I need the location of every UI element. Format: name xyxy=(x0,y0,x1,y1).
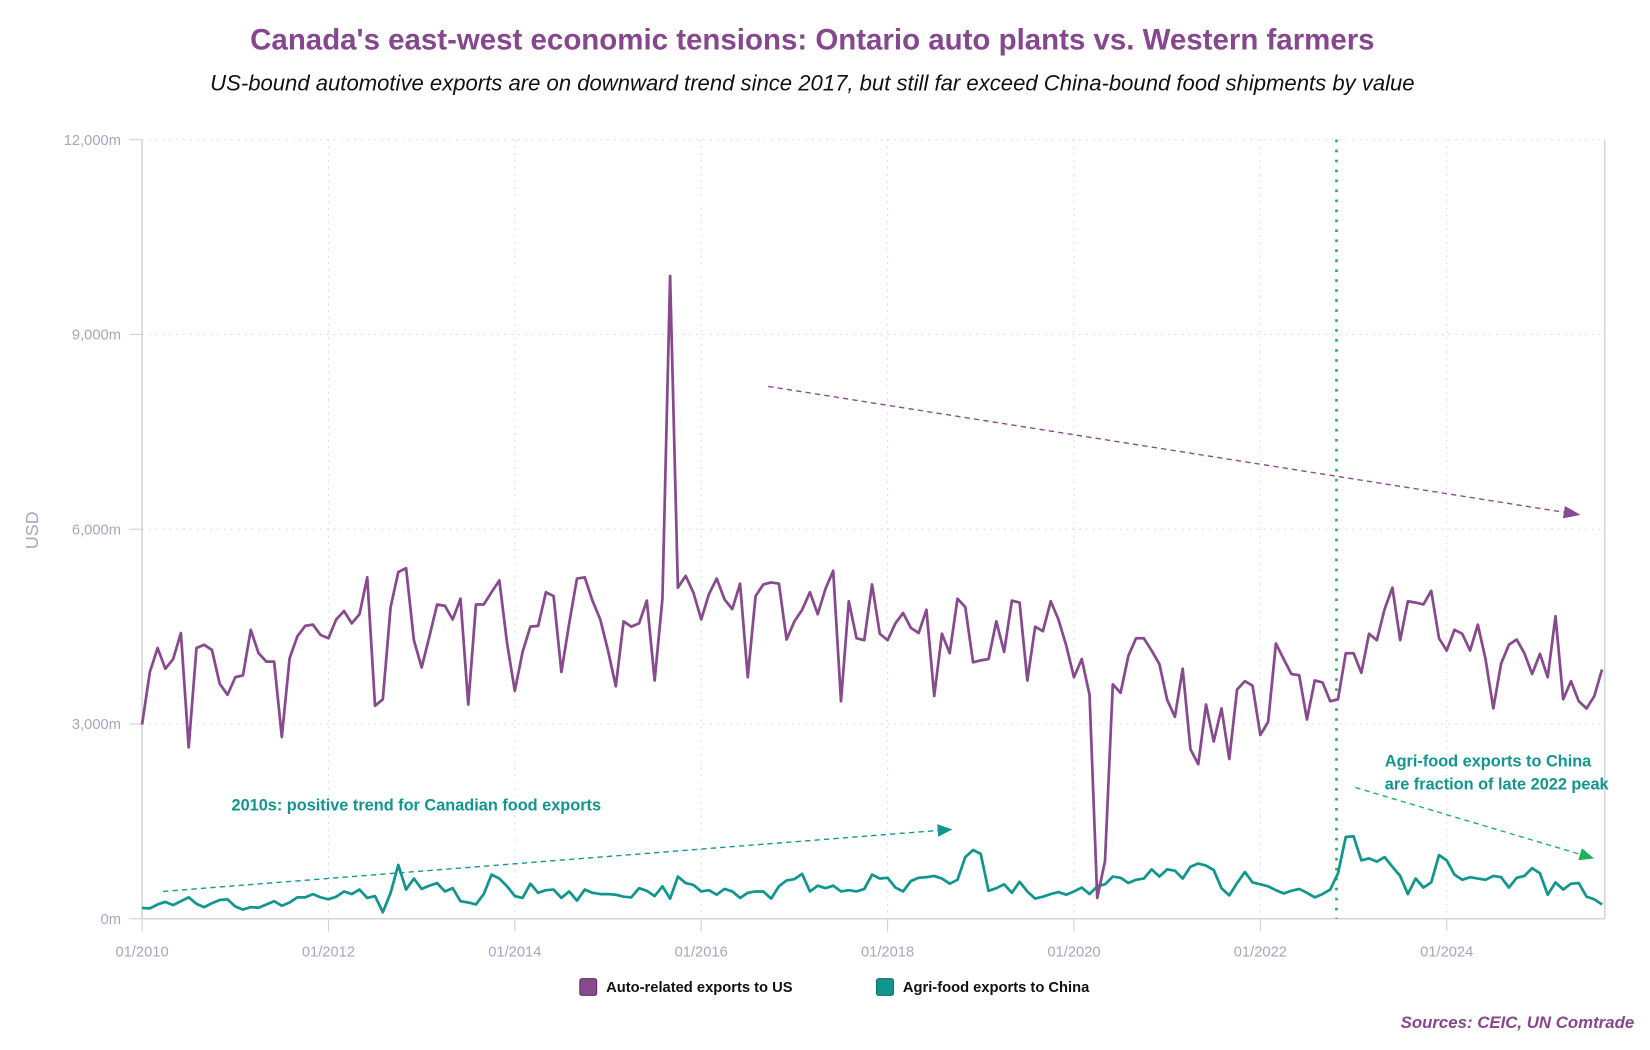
y-tick-label: 0m xyxy=(101,912,121,928)
x-tick-label: 01/2020 xyxy=(1047,945,1100,961)
x-tick-label: 01/2016 xyxy=(675,945,728,961)
y-tick-label: 9,000m xyxy=(72,328,121,344)
y-tick-label: 12,000m xyxy=(64,133,121,149)
series-line-auto xyxy=(140,274,1604,900)
chart-title: Canada's east-west economic tensions: On… xyxy=(250,23,1374,56)
annotation-agri-peak-line1: Agri-food exports to China xyxy=(1385,753,1592,771)
x-tick-label: 01/2014 xyxy=(488,945,541,961)
source-note: Sources: CEIC, UN Comtrade xyxy=(1401,1013,1635,1032)
legend-label-auto: Auto-related exports to US xyxy=(606,980,793,996)
annotation-arrows xyxy=(163,139,1595,919)
series-lines xyxy=(140,274,1604,914)
y-tick-label: 3,000m xyxy=(72,717,121,733)
x-tick-label: 01/2018 xyxy=(861,945,914,961)
x-tick-label: 01/2022 xyxy=(1234,945,1287,961)
legend-swatch-agri xyxy=(876,978,894,996)
y-axis-label: USD xyxy=(22,511,42,549)
annotation-agri-peak-line2: are fraction of late 2022 peak xyxy=(1385,776,1610,794)
legend-label-agri: Agri-food exports to China xyxy=(903,980,1090,996)
auto-downtrend-arrow xyxy=(768,385,1581,519)
legend-item-auto[interactable]: Auto-related exports to US xyxy=(579,978,793,997)
agri-decline-arrow xyxy=(1355,786,1595,861)
y-tick-label: 6,000m xyxy=(72,522,121,538)
series-line-agri-food xyxy=(142,834,1603,914)
x-tick-label: 01/2024 xyxy=(1420,945,1473,961)
axes: 0m 3,000m 6,000m 9,000m 12,000m 01/2010 01/201… xyxy=(64,133,1606,961)
x-tick-label: 01/2010 xyxy=(115,945,168,961)
chart-subtitle: US-bound automotive exports are on downw… xyxy=(210,70,1414,95)
legend-item-agri[interactable]: Agri-food exports to China xyxy=(876,978,1091,997)
grid xyxy=(142,139,1605,919)
legend-swatch-auto xyxy=(579,978,598,996)
annotation-agri-trend: 2010s: positive trend for Canadian food … xyxy=(232,797,602,815)
x-tick-label: 01/2012 xyxy=(302,945,355,961)
legend: Auto-related exports to US Agri-food exp… xyxy=(579,978,1091,997)
agri-uptrend-arrow xyxy=(163,824,953,893)
